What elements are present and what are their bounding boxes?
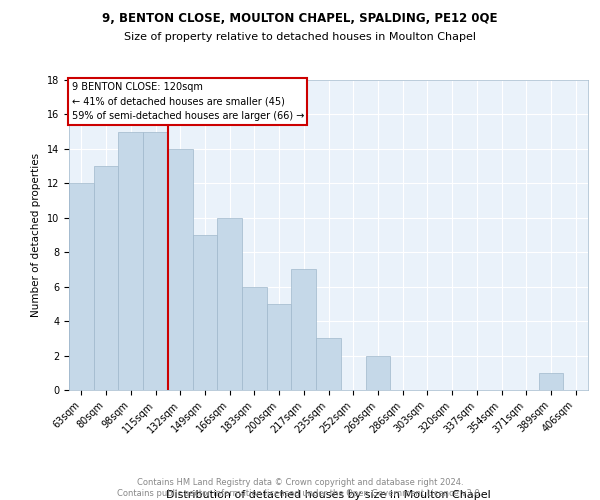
Bar [217,218,242,390]
Text: Contains HM Land Registry data © Crown copyright and database right 2024.
Contai: Contains HM Land Registry data © Crown c… [118,478,482,498]
Bar [94,166,118,390]
Bar [365,356,390,390]
Bar [69,184,94,390]
Bar [267,304,292,390]
Bar [168,149,193,390]
X-axis label: Distribution of detached houses by size in Moulton Chapel: Distribution of detached houses by size … [166,490,491,500]
Text: 9, BENTON CLOSE, MOULTON CHAPEL, SPALDING, PE12 0QE: 9, BENTON CLOSE, MOULTON CHAPEL, SPALDIN… [102,12,498,26]
Bar [143,132,168,390]
Bar [242,286,267,390]
Bar [193,235,217,390]
Bar [316,338,341,390]
Bar [118,132,143,390]
Text: 9 BENTON CLOSE: 120sqm
← 41% of detached houses are smaller (45)
59% of semi-det: 9 BENTON CLOSE: 120sqm ← 41% of detached… [71,82,304,121]
Text: Size of property relative to detached houses in Moulton Chapel: Size of property relative to detached ho… [124,32,476,42]
Y-axis label: Number of detached properties: Number of detached properties [31,153,41,317]
Bar [539,373,563,390]
Bar [292,270,316,390]
